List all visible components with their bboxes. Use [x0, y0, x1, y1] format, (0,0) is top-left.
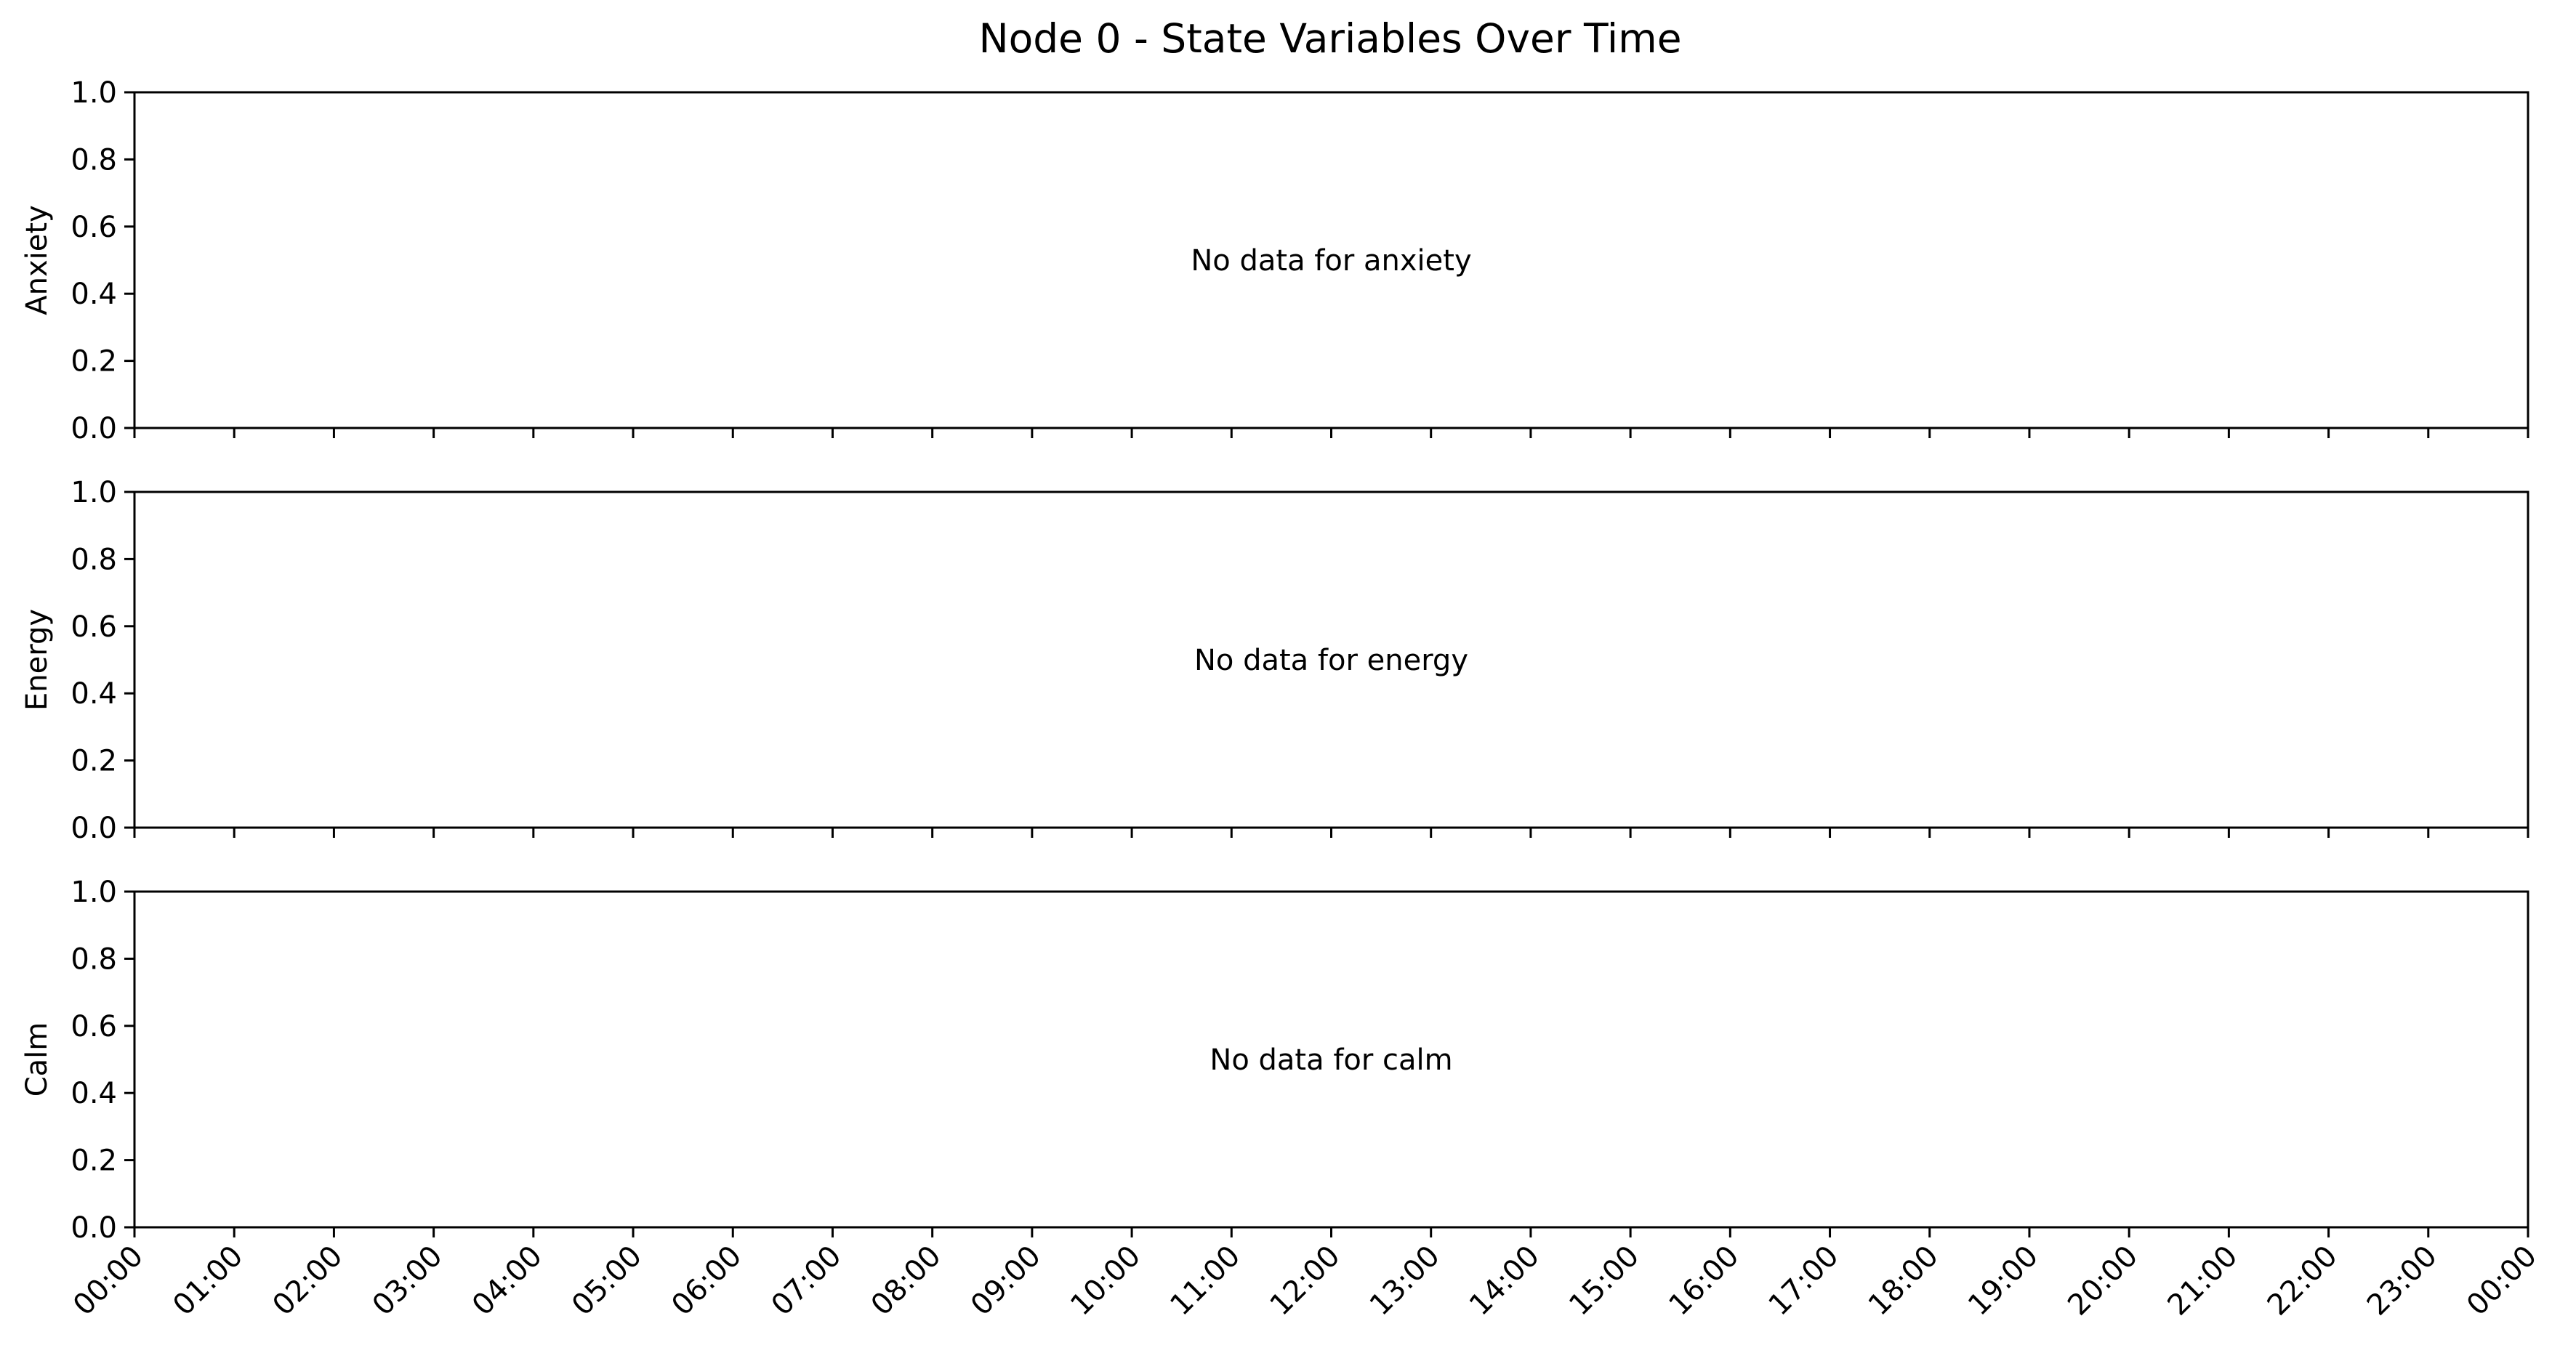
- x-tick-label: 05:00: [565, 1240, 648, 1322]
- y-tick-label: 0.6: [71, 211, 117, 244]
- x-tick-label: 10:00: [1064, 1240, 1147, 1322]
- x-tick-label: 03:00: [366, 1240, 449, 1322]
- x-tick-label: 01:00: [166, 1240, 249, 1322]
- x-tick-label: 15:00: [1563, 1240, 1646, 1322]
- x-tick-label: 12:00: [1264, 1240, 1347, 1322]
- x-tick-label: 13:00: [1364, 1240, 1446, 1322]
- y-tick-label: 0.4: [71, 677, 117, 711]
- no-data-message: No data for energy: [1194, 644, 1468, 677]
- y-tick-label: 0.6: [71, 1010, 117, 1043]
- y-axis-label: Energy: [20, 609, 54, 711]
- x-tick-label: 17:00: [1763, 1240, 1846, 1322]
- x-tick-label: 00:00: [2460, 1240, 2543, 1322]
- y-tick-label: 0.0: [71, 812, 117, 845]
- x-tick-label: 20:00: [2061, 1240, 2144, 1322]
- x-tick-label: 02:00: [266, 1240, 349, 1322]
- y-axis-label: Anxiety: [20, 205, 54, 315]
- x-tick-label: 18:00: [1862, 1240, 1945, 1322]
- panel-energy: 0.0 0.2 0.4 0.6 0.8 1.0 Energy No data for ener…: [20, 476, 2529, 845]
- no-data-message: No data for calm: [1209, 1043, 1452, 1077]
- y-tick-label: 0.8: [71, 543, 117, 576]
- y-tick-label: 0.8: [71, 143, 117, 177]
- x-tick-label: 11:00: [1164, 1240, 1247, 1322]
- y-tick-label: 1.0: [71, 476, 117, 509]
- panels: 0.0 0.2 0.4 0.6 0.8 1.0 Anxiety No data for anx…: [20, 76, 2543, 1322]
- y-tick-label: 1.0: [71, 876, 117, 909]
- x-tick-label: 22:00: [2261, 1240, 2344, 1322]
- y-tick-label: 0.8: [71, 942, 117, 976]
- x-tick-label: 00:00: [67, 1240, 150, 1322]
- x-tick-label: 23:00: [2361, 1240, 2444, 1322]
- y-tick-label: 0.4: [71, 278, 117, 311]
- x-tick-label: 19:00: [1962, 1240, 2045, 1322]
- chart-title: Node 0 - State Variables Over Time: [978, 15, 1681, 62]
- y-tick-label: 0.6: [71, 610, 117, 644]
- x-tick-label: 04:00: [466, 1240, 549, 1322]
- x-tick-label: 06:00: [665, 1240, 748, 1322]
- y-tick-label: 0.4: [71, 1077, 117, 1110]
- y-tick-label: 0.2: [71, 345, 117, 379]
- y-tick-label: 1.0: [71, 76, 117, 110]
- x-tick-label: 21:00: [2161, 1240, 2244, 1322]
- y-axis-label: Calm: [20, 1022, 54, 1097]
- y-tick-label: 0.2: [71, 745, 117, 778]
- y-tick-label: 0.0: [71, 1211, 117, 1245]
- x-tick-label: 08:00: [865, 1240, 948, 1322]
- y-tick-label: 0.2: [71, 1144, 117, 1178]
- x-tick-label: 07:00: [765, 1240, 848, 1322]
- x-tick-label: 14:00: [1463, 1240, 1546, 1322]
- x-tick-label: 09:00: [965, 1240, 1047, 1322]
- x-tick-label: 16:00: [1662, 1240, 1745, 1322]
- panel-anxiety: 0.0 0.2 0.4 0.6 0.8 1.0 Anxiety No data for anx…: [20, 76, 2529, 445]
- y-tick-label: 0.0: [71, 412, 117, 445]
- no-data-message: No data for anxiety: [1191, 244, 1471, 278]
